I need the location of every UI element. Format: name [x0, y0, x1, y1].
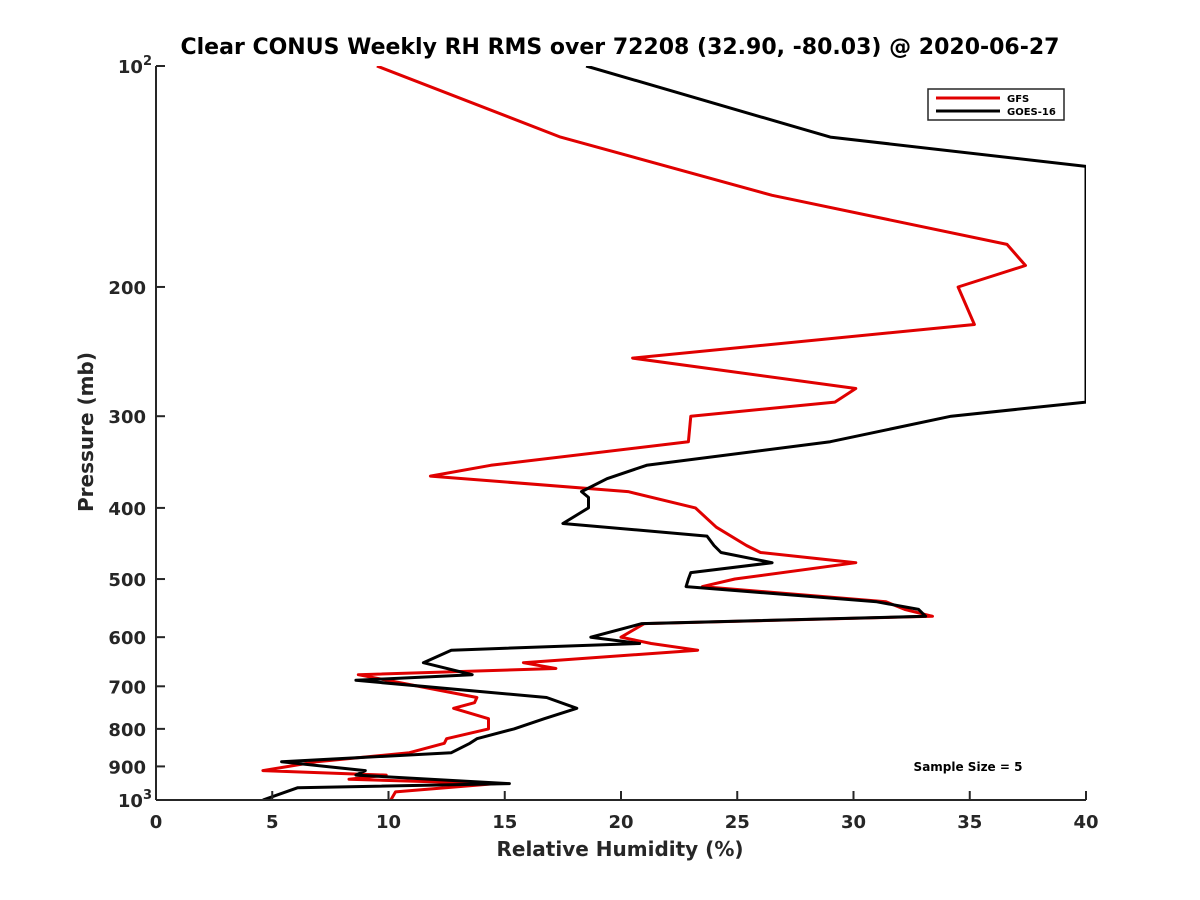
legend-label: GOES-16 [1007, 107, 1056, 118]
y-tick-label: 400 [108, 499, 146, 520]
legend-box [927, 88, 1065, 121]
series-line-gfs [261, 66, 1027, 800]
y-tick-label: 103 [118, 788, 152, 812]
x-tick-label: 20 [608, 812, 633, 833]
x-tick-label: 30 [841, 812, 866, 833]
y-tick-label: 500 [108, 570, 146, 591]
y-axis-label: Pressure (mb) [74, 352, 98, 512]
y-tick-label: 700 [108, 677, 146, 698]
x-tick-label: 10 [376, 812, 401, 833]
legend-label: GFS [1007, 94, 1029, 105]
plot-area: 0 5 10 15 20 25 30 35 40 102 200 300 400 500 600 700 800… [108, 54, 1098, 833]
x-tick-label: 0 [150, 812, 163, 833]
y-tick-label: 102 [118, 54, 152, 78]
x-tick-label: 25 [725, 812, 750, 833]
x-tick-label: 15 [492, 812, 517, 833]
x-tick-label: 35 [957, 812, 982, 833]
chart-title: Clear CONUS Weekly RH RMS over 72208 (32… [181, 35, 1060, 60]
x-tick-label: 40 [1073, 812, 1098, 833]
y-tick-label: 300 [108, 407, 146, 428]
y-tick-label: 600 [108, 628, 146, 649]
sample-size-annotation: Sample Size = 5 [914, 760, 1023, 774]
y-tick-label: 800 [108, 720, 146, 741]
x-tick-label: 5 [266, 812, 279, 833]
y-tick-label: 200 [108, 278, 146, 299]
x-axis-label: Relative Humidity (%) [496, 837, 743, 861]
y-tick-label: 900 [108, 757, 146, 778]
series-line-goes-16 [262, 66, 1086, 800]
legend: GFS GOES-16 [927, 88, 1065, 121]
